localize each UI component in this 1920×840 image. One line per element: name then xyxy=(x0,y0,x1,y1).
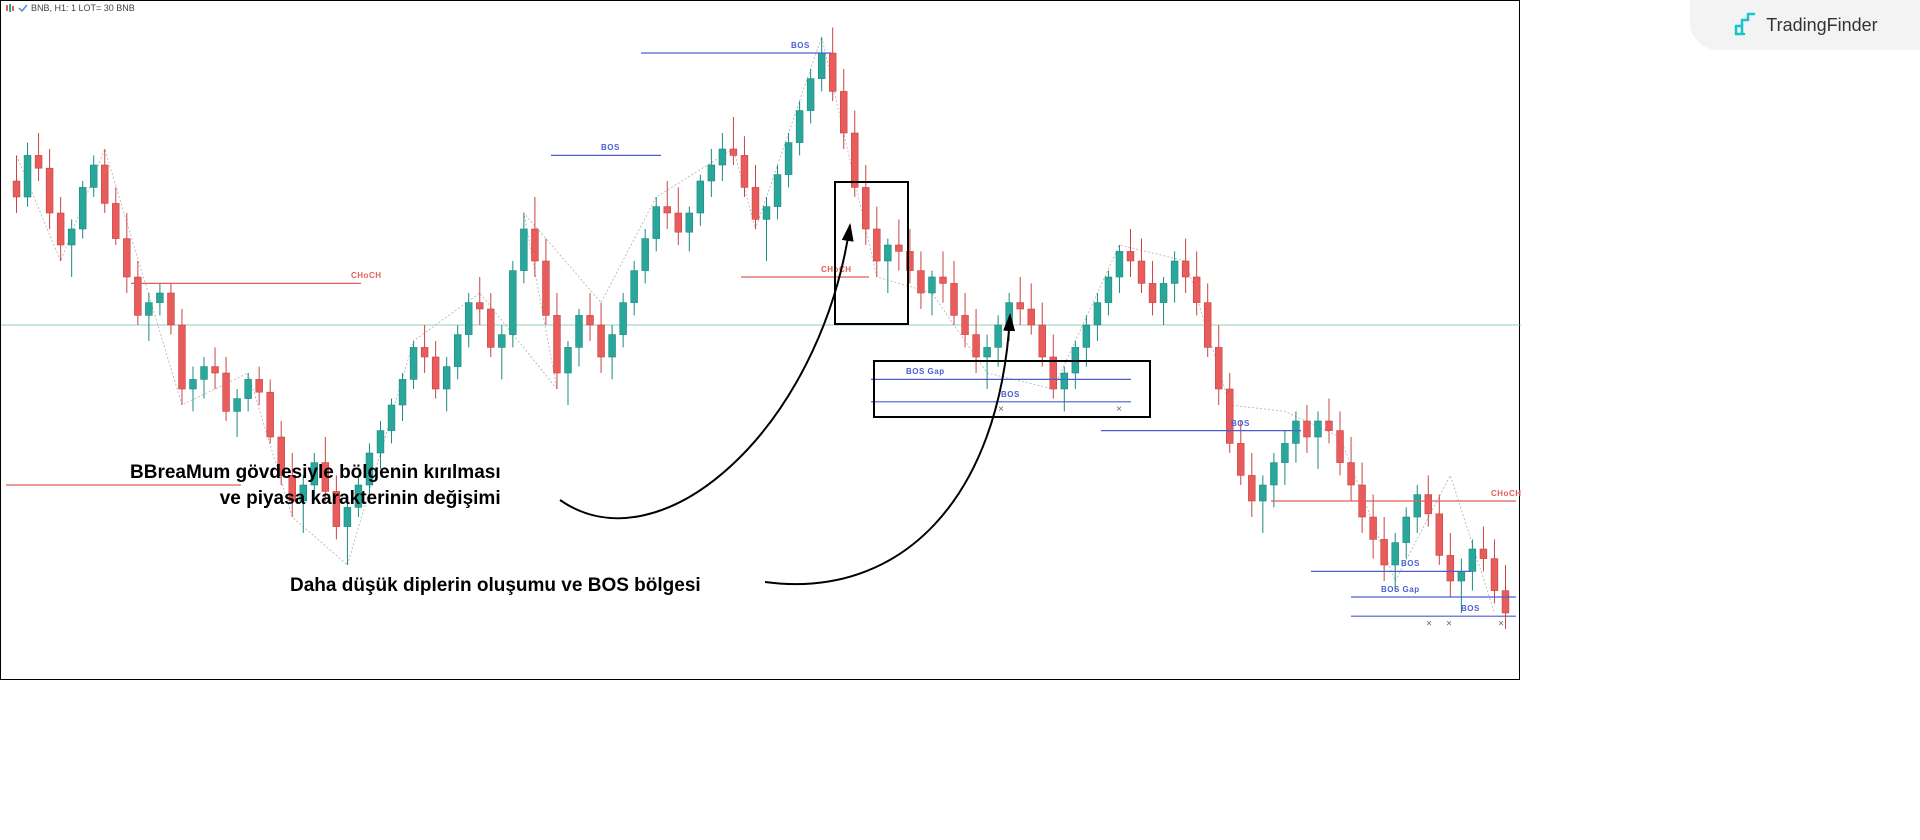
annotation-text: Daha düşük diplerin oluşumu ve BOS bölge… xyxy=(290,573,701,599)
chart-container[interactable]: BNB, H1: 1 LOT= 30 BNB ××××× CHoCHBOSBOS… xyxy=(0,0,1520,680)
svg-text:×: × xyxy=(1446,619,1452,630)
svg-text:×: × xyxy=(1426,619,1432,630)
structure-label: BOS xyxy=(1231,419,1250,428)
structure-label: BOS xyxy=(1401,559,1420,568)
chart-header: BNB, H1: 1 LOT= 30 BNB xyxy=(5,3,135,13)
structure-label: BOS Gap xyxy=(1381,585,1420,594)
svg-text:×: × xyxy=(1498,619,1504,630)
structure-label: BOS xyxy=(791,41,810,50)
symbol-info: BNB, H1: 1 LOT= 30 BNB xyxy=(31,3,135,13)
logo-badge: TradingFinder xyxy=(1690,0,1920,50)
structure-label: BOS xyxy=(601,143,620,152)
chart-canvas: ××××× xyxy=(1,1,1521,681)
logo-text: TradingFinder xyxy=(1766,15,1877,36)
check-icon xyxy=(18,3,28,13)
structure-label: CHoCH xyxy=(1491,489,1522,498)
ohlc-icon xyxy=(5,3,15,13)
structure-label: CHoCH xyxy=(351,271,382,280)
highlight-box xyxy=(873,360,1151,418)
structure-label: BOS xyxy=(1461,604,1480,613)
highlight-box xyxy=(834,181,909,325)
annotation-text: BBreaMum gövdesiyle bölgenin kırılmasıve… xyxy=(130,460,501,511)
logo-icon xyxy=(1732,12,1758,38)
